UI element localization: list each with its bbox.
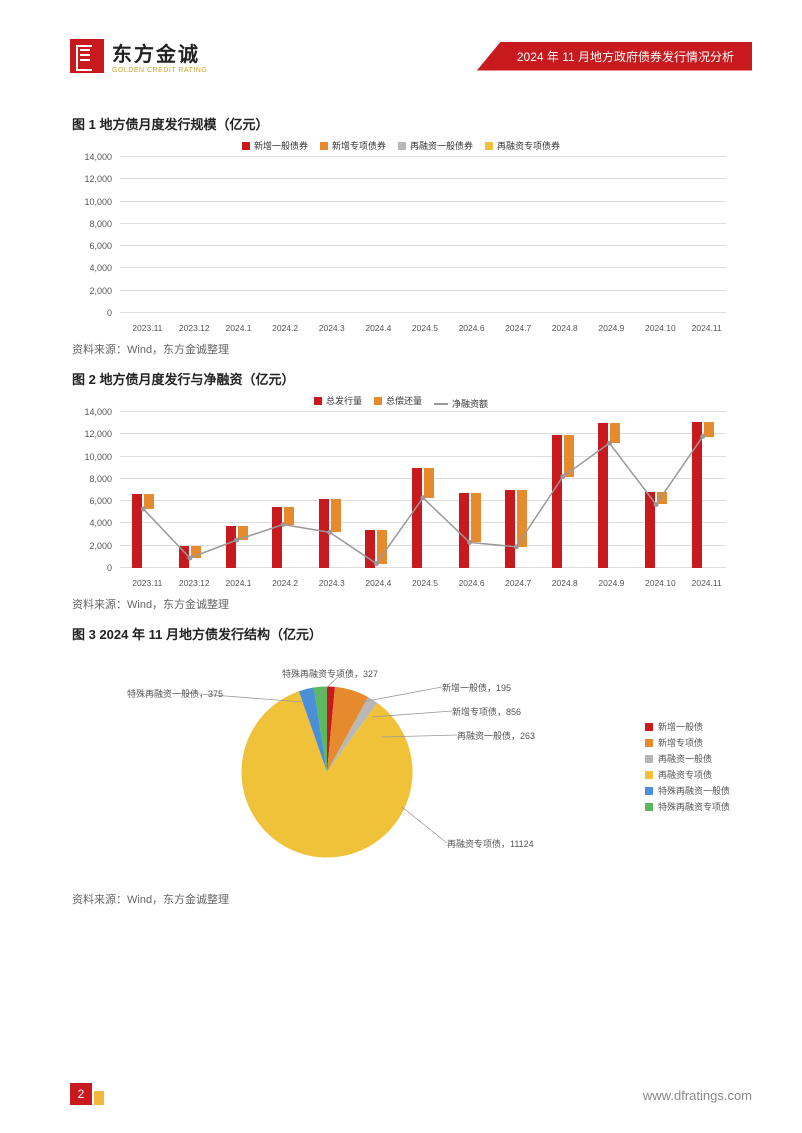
x-tick: 2024.11 <box>692 578 714 588</box>
x-tick: 2024.1 <box>226 323 248 333</box>
page-number-accent <box>94 1091 104 1105</box>
x-tick: 2024.6 <box>459 578 481 588</box>
fig2-chart: 总发行量总偿还量净融资额 0 2,000 4,000 6,000 8,000 10,000… <box>72 392 730 592</box>
fig1-chart: 新增一般债券新增专项债券再融资一般债券再融资专项债券 0 2,000 4,000 6,… <box>72 137 730 337</box>
y-tick: 6,000 <box>89 496 112 506</box>
y-tick: 0 <box>107 308 112 318</box>
fig3-legend: 新增一般债新增专项债再融资一般债再融资专项债特殊再融资一般债特殊再融资专项债 <box>645 717 730 816</box>
y-tick: 2,000 <box>89 286 112 296</box>
x-tick: 2024.5 <box>412 578 434 588</box>
x-tick: 2024.2 <box>272 323 294 333</box>
y-tick: 4,000 <box>89 263 112 273</box>
x-tick: 2024.9 <box>598 323 620 333</box>
callout-line <box>72 647 592 887</box>
y-tick: 8,000 <box>89 219 112 229</box>
footer-url: www.dfratings.com <box>643 1088 752 1103</box>
logo-text-cn: 东方金诚 <box>112 38 207 67</box>
y-tick: 0 <box>107 563 112 573</box>
fig3-source: 资料来源：Wind，东方金诚整理 <box>72 891 730 907</box>
logo: 东方金诚 GOLDEN CREDIT RATING <box>70 38 207 74</box>
legend-item: 新增一般债券 <box>242 139 308 152</box>
y-tick: 14,000 <box>84 407 112 417</box>
legend-item: 再融资专项债券 <box>485 139 560 152</box>
x-tick: 2024.4 <box>365 323 387 333</box>
legend-item: 新增一般债 <box>645 720 730 733</box>
x-tick: 2023.11 <box>132 578 154 588</box>
x-tick: 2023.12 <box>179 578 201 588</box>
logo-icon <box>70 39 104 73</box>
net-line <box>120 412 726 568</box>
fig2-title: 图 2 地方债月度发行与净融资（亿元） <box>72 369 730 388</box>
legend-item: 总发行量 <box>314 394 362 407</box>
x-tick: 2024.4 <box>365 578 387 588</box>
x-tick: 2024.10 <box>645 323 667 333</box>
y-tick: 6,000 <box>89 241 112 251</box>
x-tick: 2024.7 <box>505 323 527 333</box>
y-tick: 2,000 <box>89 541 112 551</box>
legend-item: 总偿还量 <box>374 394 422 407</box>
x-tick: 2024.7 <box>505 578 527 588</box>
x-tick: 2024.2 <box>272 578 294 588</box>
y-tick: 12,000 <box>84 174 112 184</box>
fig2-source: 资料来源：Wind，东方金诚整理 <box>72 596 730 612</box>
legend-item: 再融资专项债 <box>645 768 730 781</box>
y-tick: 10,000 <box>84 197 112 207</box>
fig3-chart: 新增一般债新增专项债再融资一般债再融资专项债特殊再融资一般债特殊再融资专项债 特… <box>72 647 730 887</box>
legend-item: 再融资一般债券 <box>398 139 473 152</box>
legend-item: 新增专项债 <box>645 736 730 749</box>
callout-label: 特殊再融资一般债，375 <box>127 687 223 700</box>
page-number-value: 2 <box>70 1083 92 1105</box>
header-title: 2024 年 11 月地方政府债券发行情况分析 <box>477 42 752 71</box>
x-tick: 2024.6 <box>459 323 481 333</box>
fig1-source: 资料来源：Wind，东方金诚整理 <box>72 341 730 357</box>
fig1-legend: 新增一般债券新增专项债券再融资一般债券再融资专项债券 <box>72 137 730 154</box>
logo-text-en: GOLDEN CREDIT RATING <box>112 67 207 74</box>
x-tick: 2024.1 <box>226 578 248 588</box>
x-tick: 2024.10 <box>645 578 667 588</box>
x-tick: 2024.8 <box>552 323 574 333</box>
legend-item: 特殊再融资一般债 <box>645 784 730 797</box>
y-tick: 4,000 <box>89 518 112 528</box>
y-tick: 14,000 <box>84 152 112 162</box>
x-tick: 2024.5 <box>412 323 434 333</box>
y-tick: 10,000 <box>84 452 112 462</box>
x-tick: 2023.11 <box>132 323 154 333</box>
fig2-legend: 总发行量总偿还量净融资额 <box>72 392 730 412</box>
page-number: 2 <box>70 1083 104 1105</box>
x-tick: 2024.3 <box>319 578 341 588</box>
x-tick: 2023.12 <box>179 323 201 333</box>
page-header: 东方金诚 GOLDEN CREDIT RATING 2024 年 11 月地方政… <box>0 0 802 86</box>
fig1-title: 图 1 地方债月度发行规模（亿元） <box>72 114 730 133</box>
legend-item: 净融资额 <box>434 397 488 410</box>
fig3-title: 图 3 2024 年 11 月地方债发行结构（亿元） <box>72 624 730 643</box>
x-tick: 2024.11 <box>692 323 714 333</box>
x-tick: 2024.8 <box>552 578 574 588</box>
x-tick: 2024.9 <box>598 578 620 588</box>
legend-item: 特殊再融资专项债 <box>645 800 730 813</box>
legend-item: 再融资一般债 <box>645 752 730 765</box>
x-tick: 2024.3 <box>319 323 341 333</box>
y-tick: 8,000 <box>89 474 112 484</box>
y-tick: 12,000 <box>84 429 112 439</box>
legend-item: 新增专项债券 <box>320 139 386 152</box>
